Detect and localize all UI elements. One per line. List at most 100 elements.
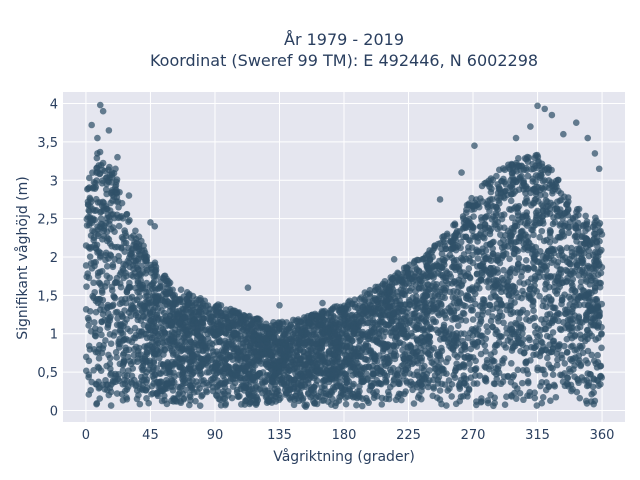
data-point [593,364,601,371]
data-point [428,359,436,366]
data-point [182,386,190,394]
data-point [324,326,332,334]
data-point [270,362,277,369]
data-point [489,250,497,257]
data-point [202,347,210,354]
data-point [313,377,321,385]
data-point [548,179,555,186]
data-point [468,304,475,311]
data-point [199,342,207,349]
data-point [546,210,554,217]
data-point [481,221,489,229]
data-point [99,159,107,167]
data-point [150,359,158,366]
data-point [157,360,165,368]
data-point [529,315,537,322]
data-point [561,210,569,217]
data-point [550,313,558,320]
data-point [159,339,167,346]
data-point [358,402,366,410]
data-point [537,338,545,345]
data-point [454,322,462,329]
data-point [568,252,576,260]
data-point [454,340,462,347]
data-point [390,375,398,383]
data-point [96,383,104,391]
data-point [247,321,255,329]
data-point [232,362,239,370]
data-point [124,353,132,361]
data-point [542,346,549,354]
data-point [220,388,227,395]
data-point [558,228,566,236]
data-point [92,348,100,356]
data-point [185,292,193,300]
data-point [389,309,397,317]
data-point [111,256,119,263]
data-point [588,277,595,284]
data-point [356,363,363,370]
data-point [536,233,543,241]
data-point [517,309,525,316]
data-point [407,355,414,362]
data-point [507,206,515,213]
data-point [474,326,482,333]
data-point [316,331,323,339]
data-point [433,280,440,288]
data-point [543,379,550,386]
data-point [577,278,585,286]
data-point [154,305,162,312]
data-point [465,201,472,209]
data-point [549,329,557,336]
data-point [524,370,532,378]
data-point [166,300,174,307]
data-point [453,227,461,235]
data-point [441,308,449,315]
data-point [476,372,483,379]
data-point [487,257,495,264]
data-point [416,276,424,283]
data-point [82,262,90,269]
data-point [228,336,236,343]
data-point [188,386,196,394]
data-point [542,386,550,394]
data-point [528,201,535,209]
data-point [497,332,504,340]
data-point [571,331,579,339]
data-point [508,214,516,222]
data-point [91,262,98,270]
data-point [597,269,605,277]
data-point [205,381,213,389]
data-point [459,213,467,220]
data-point [465,243,472,251]
data-point [229,307,236,315]
data-point [508,325,515,333]
data-point [514,263,521,271]
data-point [290,380,298,387]
data-point [353,401,360,409]
data-point [543,266,550,274]
data-point [500,276,507,284]
data-point [108,186,116,194]
data-point [287,361,295,369]
data-point [401,390,408,398]
data-point [85,322,92,329]
data-point [589,223,597,231]
data-point [424,350,432,358]
data-point [514,366,522,374]
data-point [128,338,136,346]
data-point [177,398,184,405]
data-point [583,376,591,384]
data-point [84,314,92,322]
data-point [517,321,525,329]
data-point [595,222,602,229]
data-point [449,316,456,323]
data-point [305,355,312,363]
data-point [541,325,548,333]
data-point [366,290,374,297]
data-point [435,373,443,381]
data-point [249,336,256,343]
data-point [576,394,584,402]
data-point [509,173,516,181]
